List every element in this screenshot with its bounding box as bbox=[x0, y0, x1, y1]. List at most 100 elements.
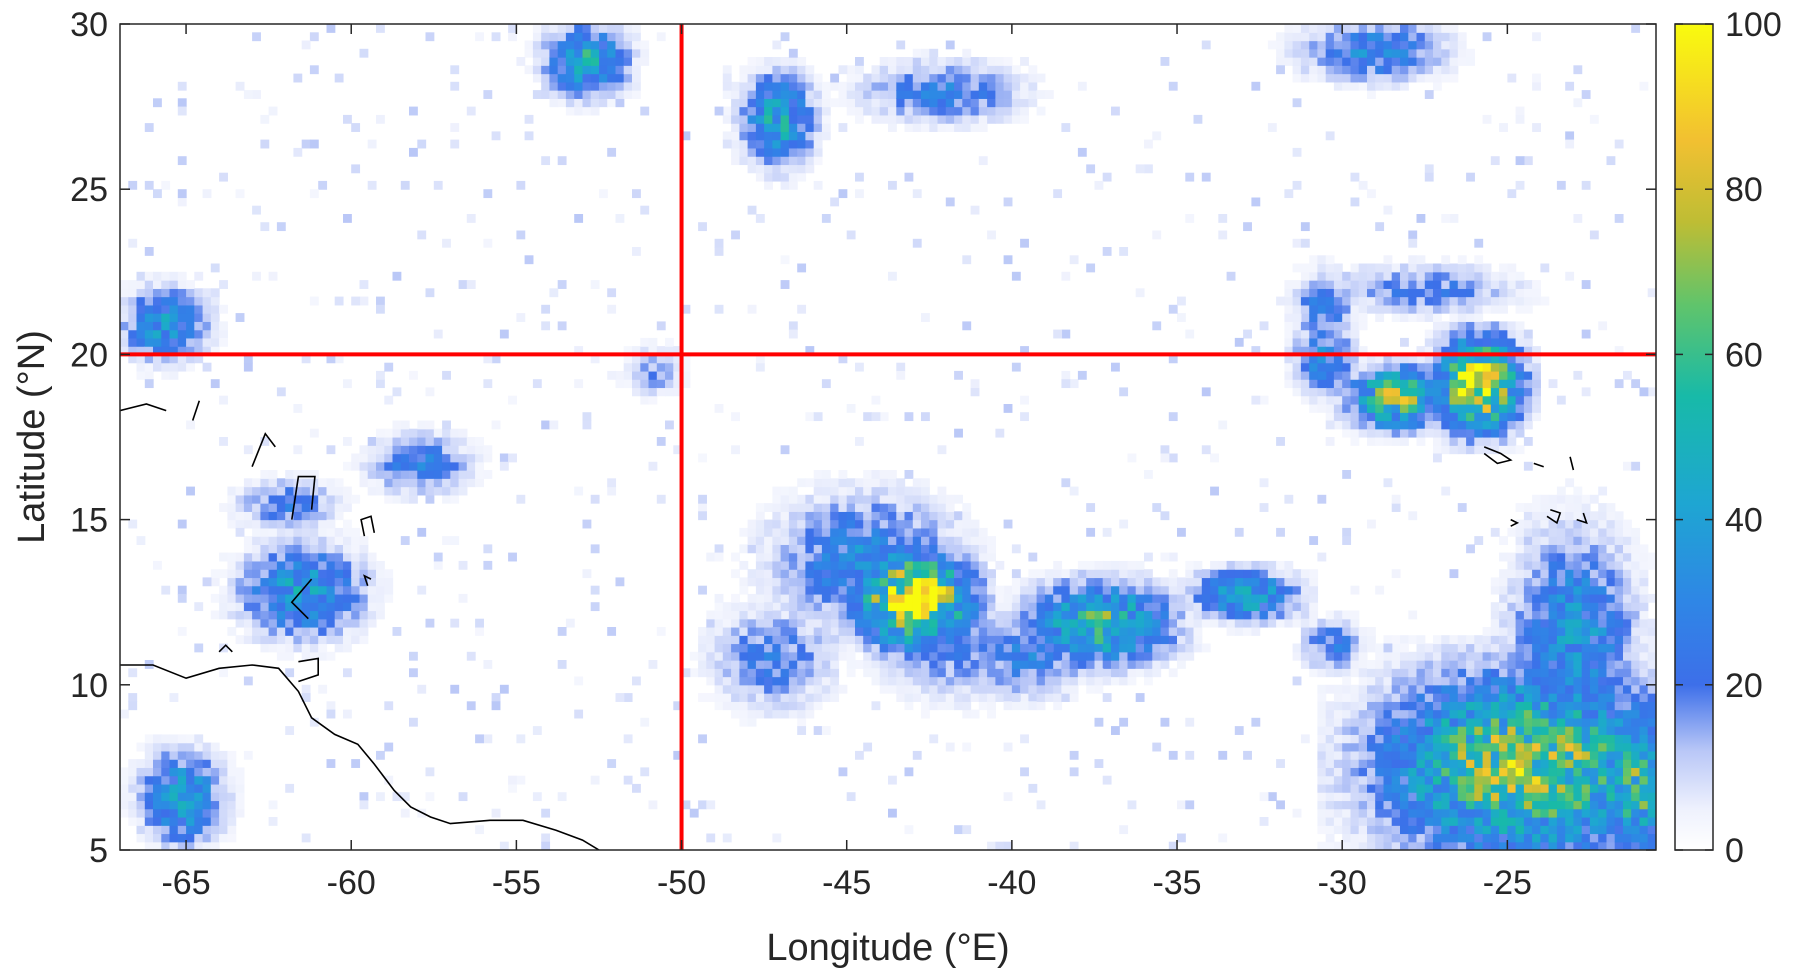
heatmap-cell bbox=[1416, 428, 1426, 438]
heatmap-cell bbox=[1499, 296, 1508, 306]
heatmap-cell bbox=[1342, 627, 1352, 636]
heatmap-cell bbox=[731, 618, 740, 628]
heatmap-cell bbox=[1507, 437, 1517, 446]
heatmap-cell bbox=[1449, 337, 1459, 347]
heatmap-cell bbox=[1350, 833, 1360, 843]
heatmap-cell bbox=[797, 139, 807, 149]
heatmap-cell bbox=[1507, 635, 1517, 645]
heatmap-cell bbox=[813, 73, 823, 83]
heatmap-cell bbox=[1367, 428, 1376, 438]
heatmap-cell bbox=[590, 40, 600, 50]
heatmap-cell bbox=[797, 156, 807, 166]
heatmap-cell bbox=[871, 478, 881, 488]
heatmap-cell bbox=[1036, 577, 1046, 587]
heatmap-cell bbox=[846, 65, 856, 75]
heatmap-cell bbox=[1333, 379, 1343, 389]
heatmap-cell bbox=[788, 147, 798, 157]
heatmap-cell bbox=[780, 660, 790, 669]
heatmap-cell bbox=[1598, 742, 1608, 752]
heatmap-cell bbox=[1565, 668, 1575, 678]
heatmap-cell bbox=[276, 627, 286, 636]
heatmap-cell bbox=[1061, 602, 1071, 612]
heatmap-cell bbox=[1589, 808, 1599, 818]
heatmap-cell bbox=[1433, 875, 1442, 884]
heatmap-cell bbox=[384, 593, 394, 603]
heatmap-cell bbox=[161, 346, 171, 355]
heatmap-cell bbox=[1565, 709, 1575, 719]
heatmap-cell bbox=[1556, 527, 1566, 537]
heatmap-cell bbox=[1416, 783, 1426, 793]
heatmap-cell bbox=[1011, 610, 1021, 620]
heatmap-cell bbox=[1499, 742, 1508, 752]
heatmap-cell bbox=[549, 24, 559, 25]
heatmap-cell bbox=[888, 503, 897, 512]
heatmap-cell bbox=[1532, 610, 1541, 620]
heatmap-cell bbox=[1358, 817, 1368, 826]
heatmap-cell bbox=[1185, 651, 1195, 661]
heatmap-cell bbox=[202, 329, 212, 339]
heatmap-cell bbox=[1424, 404, 1434, 413]
heatmap-cell bbox=[318, 519, 328, 529]
heatmap-cell bbox=[178, 850, 187, 859]
heatmap-cell bbox=[153, 833, 162, 843]
heatmap-cell bbox=[780, 123, 790, 132]
heatmap-cell bbox=[1111, 651, 1120, 661]
heatmap-cell bbox=[830, 610, 840, 620]
heatmap-cell bbox=[1119, 668, 1129, 678]
heatmap-cell bbox=[1540, 867, 1549, 876]
heatmap-cell bbox=[1441, 445, 1451, 455]
heatmap-cell bbox=[392, 486, 402, 496]
heatmap-cell bbox=[1144, 577, 1153, 587]
heatmap-cell bbox=[1565, 792, 1575, 802]
heatmap-cell bbox=[764, 180, 773, 190]
heatmap-cell bbox=[1548, 792, 1558, 802]
heatmap-cell bbox=[128, 329, 138, 339]
heatmap-cell bbox=[1342, 825, 1352, 835]
heatmap-cell bbox=[1094, 610, 1104, 620]
heatmap-cell bbox=[293, 627, 303, 636]
heatmap-cell bbox=[1664, 734, 1673, 743]
heatmap-cell bbox=[1003, 643, 1013, 653]
heatmap-cell bbox=[574, 106, 584, 116]
heatmap-cell bbox=[1466, 668, 1475, 678]
heatmap-cell bbox=[1606, 726, 1616, 735]
heatmap-cell bbox=[590, 32, 600, 42]
heatmap-cell bbox=[1433, 337, 1442, 347]
heatmap-cell bbox=[1441, 255, 1451, 265]
heatmap-cell bbox=[1119, 676, 1129, 686]
heatmap-cell bbox=[1631, 841, 1641, 850]
heatmap-cell bbox=[1325, 304, 1335, 314]
heatmap-cell bbox=[1317, 643, 1327, 653]
heatmap-cell bbox=[1482, 304, 1492, 314]
heatmap-cell bbox=[1589, 701, 1599, 711]
heatmap-cell bbox=[747, 156, 757, 166]
heatmap-cell bbox=[1639, 808, 1649, 818]
heatmap-cell bbox=[1614, 643, 1624, 653]
heatmap-cell bbox=[1300, 651, 1310, 661]
heatmap-cell bbox=[1490, 742, 1500, 752]
heatmap-cell bbox=[838, 618, 848, 628]
heatmap-cell bbox=[1573, 519, 1583, 529]
heatmap-cell bbox=[1515, 593, 1525, 603]
heatmap-cell bbox=[1102, 585, 1112, 595]
heatmap-cell bbox=[1185, 560, 1195, 570]
heatmap-cell bbox=[813, 560, 823, 570]
heatmap-cell bbox=[813, 627, 823, 636]
heatmap-cell bbox=[1548, 684, 1558, 694]
heatmap-cell bbox=[780, 164, 790, 174]
heatmap-cell bbox=[1482, 370, 1492, 380]
heatmap-cell bbox=[574, 73, 584, 83]
heatmap-cell bbox=[1631, 618, 1641, 628]
heatmap-cell bbox=[309, 618, 319, 628]
heatmap-cell bbox=[351, 610, 361, 620]
heatmap-cell bbox=[805, 98, 815, 108]
heatmap-cell bbox=[1598, 891, 1607, 900]
heatmap-cell bbox=[1160, 577, 1170, 587]
heatmap-cell bbox=[1722, 751, 1731, 760]
heatmap-cell bbox=[1044, 651, 1054, 661]
heatmap-cell bbox=[1276, 577, 1285, 587]
heatmap-cell bbox=[376, 437, 385, 446]
heatmap-cell bbox=[863, 585, 873, 595]
heatmap-cell bbox=[714, 668, 724, 678]
heatmap-cell bbox=[995, 635, 1005, 645]
